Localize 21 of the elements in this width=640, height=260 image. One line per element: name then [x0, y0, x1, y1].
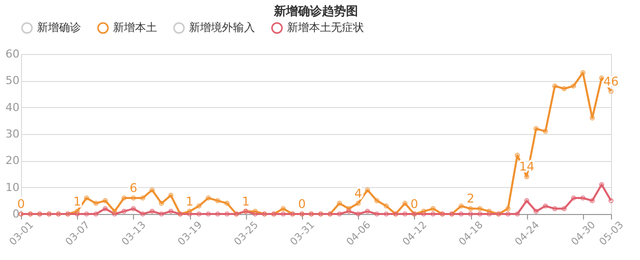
- data-label: 2: [466, 192, 474, 206]
- data-label: 6: [130, 181, 138, 195]
- legend-label: 新增确诊: [37, 21, 81, 34]
- y-tick-label: 0: [12, 208, 20, 220]
- y-tick-label: 10: [6, 180, 20, 194]
- y-tick-label: 30: [6, 128, 20, 140]
- data-label: 0: [298, 197, 306, 211]
- legend-label: 新增本土: [113, 21, 157, 34]
- data-label: 0: [410, 197, 418, 211]
- data-label: 1: [186, 194, 194, 208]
- legend-label: 新增境外输入: [189, 21, 255, 34]
- y-tick-label: 60: [6, 48, 20, 60]
- legend-label: 新增本土无症状: [287, 21, 364, 34]
- data-label: 46: [603, 74, 619, 88]
- y-tick-label: 40: [6, 100, 20, 114]
- y-tick-label: 50: [6, 74, 20, 88]
- data-label: 1: [73, 194, 82, 208]
- y-tick-label: 20: [6, 154, 20, 168]
- data-label: 4: [354, 186, 362, 200]
- chart-title: 新增确诊趋势图: [273, 4, 358, 18]
- data-label: 1: [242, 194, 250, 208]
